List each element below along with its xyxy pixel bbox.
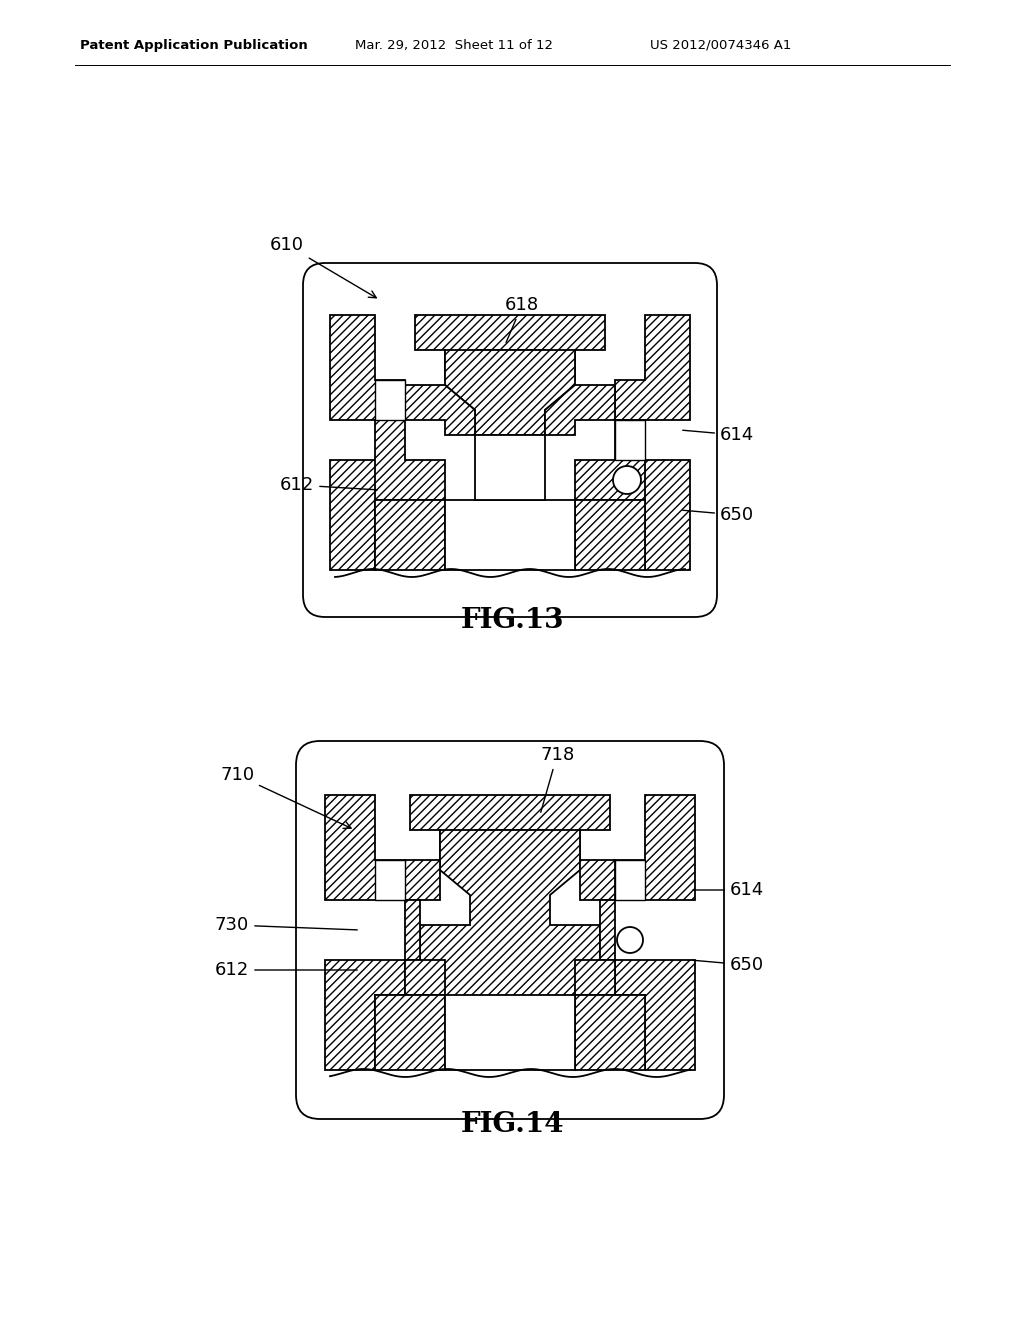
Text: 650: 650 — [693, 956, 764, 974]
Text: Patent Application Publication: Patent Application Publication — [80, 38, 308, 51]
Polygon shape — [375, 500, 445, 570]
Text: 614: 614 — [693, 880, 764, 899]
Bar — [445, 995, 575, 1071]
FancyBboxPatch shape — [303, 263, 717, 616]
Polygon shape — [410, 795, 610, 861]
Bar — [615, 861, 645, 900]
Polygon shape — [575, 995, 645, 1071]
Text: 612: 612 — [280, 477, 377, 494]
Polygon shape — [580, 861, 615, 900]
Text: 650: 650 — [683, 506, 754, 524]
Polygon shape — [615, 459, 690, 570]
Bar — [375, 861, 406, 900]
Polygon shape — [445, 350, 575, 436]
Polygon shape — [375, 995, 445, 1071]
Bar — [445, 500, 575, 570]
Polygon shape — [375, 960, 445, 1001]
Circle shape — [617, 927, 643, 953]
Circle shape — [613, 466, 641, 494]
Polygon shape — [615, 795, 695, 900]
Polygon shape — [406, 900, 420, 960]
Polygon shape — [575, 500, 645, 570]
Bar — [375, 380, 406, 420]
Text: 610: 610 — [270, 236, 376, 298]
Text: 614: 614 — [683, 426, 755, 444]
Text: 718: 718 — [540, 746, 574, 812]
Polygon shape — [375, 420, 445, 500]
Text: FIG.13: FIG.13 — [460, 606, 564, 634]
Polygon shape — [325, 795, 406, 900]
Polygon shape — [615, 315, 690, 420]
Polygon shape — [575, 420, 645, 500]
Text: Mar. 29, 2012  Sheet 11 of 12: Mar. 29, 2012 Sheet 11 of 12 — [355, 38, 553, 51]
Bar — [475, 436, 545, 500]
Polygon shape — [406, 861, 440, 900]
Polygon shape — [406, 385, 475, 436]
Polygon shape — [330, 459, 406, 570]
Polygon shape — [415, 315, 605, 380]
Polygon shape — [420, 830, 600, 1071]
FancyBboxPatch shape — [296, 741, 724, 1119]
Text: US 2012/0074346 A1: US 2012/0074346 A1 — [650, 38, 792, 51]
Polygon shape — [325, 960, 406, 1071]
Polygon shape — [330, 315, 406, 420]
Text: 612: 612 — [215, 961, 357, 979]
Text: 730: 730 — [215, 916, 357, 935]
Polygon shape — [615, 960, 695, 1071]
Text: 618: 618 — [505, 296, 539, 342]
Polygon shape — [600, 900, 615, 960]
Text: FIG.14: FIG.14 — [460, 1111, 564, 1138]
Text: 710: 710 — [220, 766, 351, 829]
Polygon shape — [575, 960, 645, 1001]
Polygon shape — [545, 385, 615, 436]
Bar — [615, 420, 645, 459]
